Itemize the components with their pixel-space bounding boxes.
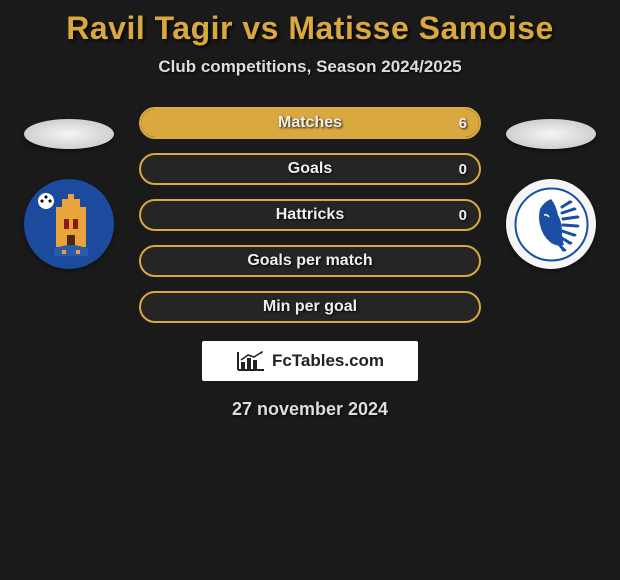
stat-label: Goals — [288, 160, 332, 178]
stat-label: Matches — [278, 114, 342, 132]
date-text: 27 november 2024 — [0, 399, 620, 420]
layout-row: Matches 6 Goals 0 Hattricks 0 Goals per match M… — [0, 107, 620, 323]
stat-label: Min per goal — [263, 298, 357, 316]
left-column — [19, 107, 119, 269]
player-right-avatar — [506, 119, 596, 149]
team-right-logo-icon — [506, 179, 596, 269]
brand-badge[interactable]: FcTables.com — [202, 341, 418, 381]
stat-row: Min per goal — [139, 291, 481, 323]
comparison-card: Ravil Tagir vs Matisse Samoise Club comp… — [0, 0, 620, 580]
right-column — [501, 107, 601, 269]
stat-row: Matches 6 — [139, 107, 481, 139]
stats-column: Matches 6 Goals 0 Hattricks 0 Goals per match M… — [139, 107, 481, 323]
brand-text: FcTables.com — [272, 351, 384, 371]
stat-label: Hattricks — [276, 206, 344, 224]
subtitle: Club competitions, Season 2024/2025 — [0, 57, 620, 77]
stat-value-right: 0 — [459, 161, 467, 178]
player-left-avatar — [24, 119, 114, 149]
stat-value-right: 6 — [459, 115, 467, 132]
stat-value-right: 0 — [459, 207, 467, 224]
team-left-logo-icon — [24, 179, 114, 269]
page-title: Ravil Tagir vs Matisse Samoise — [0, 10, 620, 47]
chart-icon — [236, 350, 266, 372]
stat-row: Goals per match — [139, 245, 481, 277]
stat-row: Hattricks 0 — [139, 199, 481, 231]
stat-row: Goals 0 — [139, 153, 481, 185]
stat-label: Goals per match — [247, 252, 372, 270]
